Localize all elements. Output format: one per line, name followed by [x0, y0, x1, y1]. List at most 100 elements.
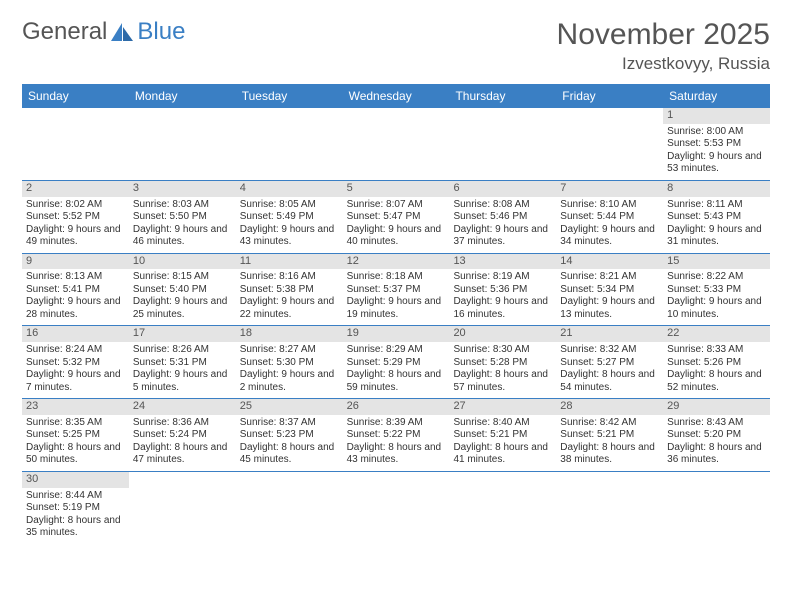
sunset-text: Sunset: 5:21 PM [560, 429, 659, 442]
sunset-text: Sunset: 5:43 PM [667, 211, 766, 224]
sunset-text: Sunset: 5:38 PM [240, 284, 339, 297]
daylight-text: Daylight: 9 hours and 28 minutes. [26, 296, 125, 321]
sunset-text: Sunset: 5:30 PM [240, 357, 339, 370]
day-number: 7 [556, 181, 663, 197]
day-number: 14 [556, 254, 663, 270]
sunrise-text: Sunrise: 8:11 AM [667, 199, 766, 212]
calendar-cell [22, 108, 129, 180]
sunset-text: Sunset: 5:29 PM [347, 357, 446, 370]
sunrise-text: Sunrise: 8:21 AM [560, 271, 659, 284]
sunrise-text: Sunrise: 8:07 AM [347, 199, 446, 212]
sunrise-text: Sunrise: 8:18 AM [347, 271, 446, 284]
calendar-cell [236, 472, 343, 544]
calendar-cell: 28 Sunrise: 8:42 AMSunset: 5:21 PMDayligh… [556, 399, 663, 471]
day-header: Monday [129, 84, 236, 108]
calendar-cell: 13Sunrise: 8:19 AMSunset: 5:36 PMDayligh… [449, 254, 556, 326]
day-header: Wednesday [343, 84, 450, 108]
title-block: November 2025 Izvestkovyy, Russia [557, 18, 770, 74]
sunrise-text: Sunrise: 8:10 AM [560, 199, 659, 212]
calendar-cell: 19Sunrise: 8:29 AMSunset: 5:29 PMDayligh… [343, 326, 450, 398]
calendar-cell: 30Sunrise: 8:44 AMSunset: 5:19 PMDayligh… [22, 472, 129, 544]
calendar-cell: 24Sunrise: 8:36 AMSunset: 5:24 PMDayligh… [129, 399, 236, 471]
day-number: 22 [663, 326, 770, 342]
sunrise-text: Sunrise: 8:32 AM [560, 344, 659, 357]
daylight-text: Daylight: 9 hours and 7 minutes. [26, 369, 125, 394]
sunset-text: Sunset: 5:50 PM [133, 211, 232, 224]
calendar-cell: 2Sunrise: 8:02 AMSunset: 5:52 PMDaylight… [22, 181, 129, 253]
sunrise-text: Sunrise: 8:08 AM [453, 199, 552, 212]
calendar-cell: 21Sunrise: 8:32 AMSunset: 5:27 PMDayligh… [556, 326, 663, 398]
calendar-cell: 8Sunrise: 8:11 AMSunset: 5:43 PMDaylight… [663, 181, 770, 253]
sunrise-text: Sunrise: 8:40 AM [453, 417, 552, 430]
sunset-text: Sunset: 5:26 PM [667, 357, 766, 370]
day-number: 17 [129, 326, 236, 342]
calendar-cell: 9Sunrise: 8:13 AMSunset: 5:41 PMDaylight… [22, 254, 129, 326]
day-number: 1 [663, 108, 770, 124]
sunrise-text: Sunrise: 8:43 AM [667, 417, 766, 430]
daylight-text: Daylight: 9 hours and 46 minutes. [133, 224, 232, 249]
calendar-cell [129, 472, 236, 544]
sunset-text: Sunset: 5:52 PM [26, 211, 125, 224]
sunrise-text: Sunrise: 8:42 AM [560, 417, 659, 430]
day-number: 10 [129, 254, 236, 270]
sunset-text: Sunset: 5:31 PM [133, 357, 232, 370]
sunrise-text: Sunrise: 8:29 AM [347, 344, 446, 357]
daylight-text: Daylight: 9 hours and 19 minutes. [347, 296, 446, 321]
calendar-week: 9Sunrise: 8:13 AMSunset: 5:41 PMDaylight… [22, 254, 770, 327]
sunset-text: Sunset: 5:49 PM [240, 211, 339, 224]
sunset-text: Sunset: 5:24 PM [133, 429, 232, 442]
daylight-text: Daylight: 8 hours and 36 minutes. [667, 442, 766, 467]
sunset-text: Sunset: 5:21 PM [453, 429, 552, 442]
day-header: Friday [556, 84, 663, 108]
day-header: Sunday [22, 84, 129, 108]
day-number: 13 [449, 254, 556, 270]
calendar-cell: 1Sunrise: 8:00 AMSunset: 5:53 PMDaylight… [663, 108, 770, 180]
day-number: 26 [343, 399, 450, 415]
sunset-text: Sunset: 5:20 PM [667, 429, 766, 442]
calendar-cell: 20Sunrise: 8:30 AMSunset: 5:28 PMDayligh… [449, 326, 556, 398]
day-header: Thursday [449, 84, 556, 108]
day-header: Saturday [663, 84, 770, 108]
daylight-text: Daylight: 8 hours and 41 minutes. [453, 442, 552, 467]
sail-icon [109, 21, 135, 43]
calendar-cell: 15Sunrise: 8:22 AMSunset: 5:33 PMDayligh… [663, 254, 770, 326]
day-number: 21 [556, 326, 663, 342]
calendar-cell: 18Sunrise: 8:27 AMSunset: 5:30 PMDayligh… [236, 326, 343, 398]
day-number: 29 [663, 399, 770, 415]
daylight-text: Daylight: 9 hours and 43 minutes. [240, 224, 339, 249]
logo: General Blue [22, 18, 185, 46]
sunrise-text: Sunrise: 8:05 AM [240, 199, 339, 212]
sunrise-text: Sunrise: 8:13 AM [26, 271, 125, 284]
daylight-text: Daylight: 9 hours and 37 minutes. [453, 224, 552, 249]
sunrise-text: Sunrise: 8:36 AM [133, 417, 232, 430]
calendar-cell: 14Sunrise: 8:21 AMSunset: 5:34 PMDayligh… [556, 254, 663, 326]
daylight-text: Daylight: 8 hours and 45 minutes. [240, 442, 339, 467]
logo-text2: Blue [137, 18, 185, 46]
sunrise-text: Sunrise: 8:30 AM [453, 344, 552, 357]
sunset-text: Sunset: 5:25 PM [26, 429, 125, 442]
calendar-cell: 5Sunrise: 8:07 AMSunset: 5:47 PMDaylight… [343, 181, 450, 253]
calendar-cell [129, 108, 236, 180]
day-number: 11 [236, 254, 343, 270]
day-number: 4 [236, 181, 343, 197]
daylight-text: Daylight: 9 hours and 34 minutes. [560, 224, 659, 249]
sunset-text: Sunset: 5:19 PM [26, 502, 125, 515]
calendar-cell [449, 108, 556, 180]
calendar-cell: 26Sunrise: 8:39 AMSunset: 5:22 PMDayligh… [343, 399, 450, 471]
daylight-text: Daylight: 9 hours and 53 minutes. [667, 151, 766, 176]
page-title: November 2025 [557, 18, 770, 52]
calendar-cell [663, 472, 770, 544]
calendar-week: 16Sunrise: 8:24 AMSunset: 5:32 PMDayligh… [22, 326, 770, 399]
calendar-cell: 27Sunrise: 8:40 AMSunset: 5:21 PMDayligh… [449, 399, 556, 471]
day-number: 19 [343, 326, 450, 342]
day-number: 2 [22, 181, 129, 197]
daylight-text: Daylight: 9 hours and 5 minutes. [133, 369, 232, 394]
calendar-cell: 7Sunrise: 8:10 AMSunset: 5:44 PMDaylight… [556, 181, 663, 253]
daylight-text: Daylight: 8 hours and 57 minutes. [453, 369, 552, 394]
sunrise-text: Sunrise: 8:26 AM [133, 344, 232, 357]
header: General Blue November 2025 Izvestkovyy, … [22, 18, 770, 74]
day-number: 28 [556, 399, 663, 415]
sunrise-text: Sunrise: 8:02 AM [26, 199, 125, 212]
calendar-week: 2 Sunrise: 8:02 AMSunset: 5:52 PM Daylight… [22, 181, 770, 254]
daylight-text: Daylight: 8 hours and 38 minutes. [560, 442, 659, 467]
